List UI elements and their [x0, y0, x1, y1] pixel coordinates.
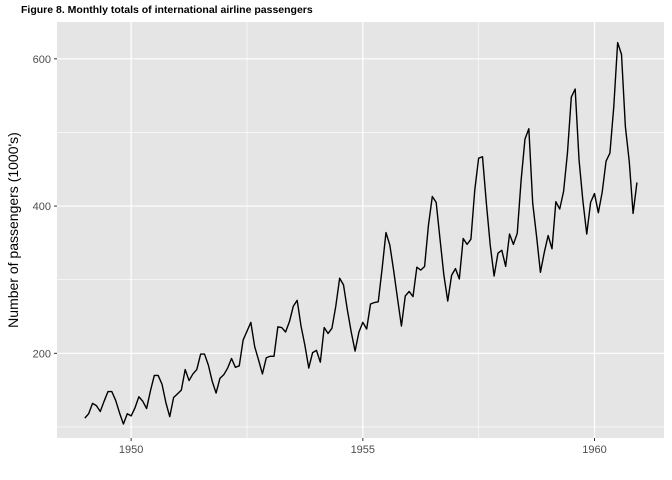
- x-tick-label: 1955: [351, 444, 375, 456]
- y-tick-label: 400: [33, 201, 51, 213]
- x-tick-label: 1960: [582, 444, 606, 456]
- series-line: [84, 41, 638, 425]
- grid-major: [57, 22, 664, 438]
- y-axis: 200 400 600: [33, 54, 57, 360]
- y-tick-label: 200: [33, 348, 51, 360]
- chart-title: Figure 8. Monthly totals of internationa…: [21, 4, 313, 16]
- y-tick-label: 600: [33, 54, 51, 66]
- x-axis: 1950 1955 1960: [119, 438, 607, 456]
- x-tick-label: 1950: [119, 444, 143, 456]
- plot-panel: [57, 22, 664, 438]
- grid-minor: [57, 22, 664, 438]
- y-axis-title: Number of passengers (1000's): [5, 132, 21, 328]
